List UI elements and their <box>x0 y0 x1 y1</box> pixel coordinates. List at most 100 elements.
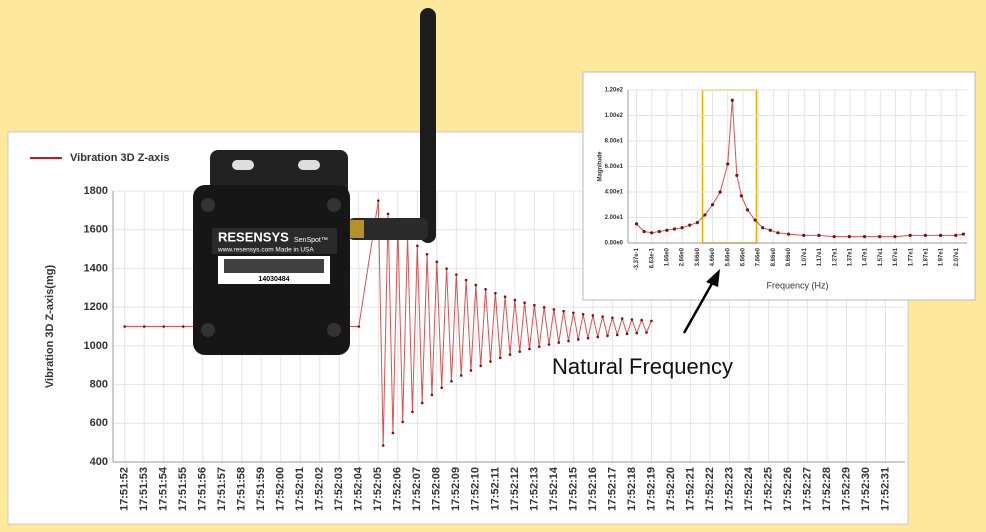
x-tick-label: 17:52:04 <box>353 466 365 511</box>
data-point <box>498 356 502 360</box>
data-point <box>450 379 453 383</box>
x-tick-label: 1.17e1 <box>817 247 823 266</box>
x-tick-label: 1.77e1 <box>908 247 914 266</box>
data-point <box>576 338 580 341</box>
x-tick-label: 17:52:28 <box>821 467 833 511</box>
data-point <box>710 203 715 207</box>
data-point <box>591 314 595 317</box>
x-tick-label: 9.66e0 <box>786 247 792 266</box>
data-point <box>513 298 517 302</box>
x-tick-label: 17:52:16 <box>587 467 599 511</box>
x-tick-label: 7.66e0 <box>756 247 762 266</box>
screw <box>327 323 341 337</box>
x-tick-label: 17:52:03 <box>333 467 345 511</box>
data-point <box>726 162 730 166</box>
data-point <box>557 341 561 344</box>
y-tick-label: 1800 <box>84 185 108 197</box>
data-point <box>377 199 380 202</box>
x-tick-label: 1.57e1 <box>878 247 884 266</box>
x-tick-label: 17:51:58 <box>236 467 248 511</box>
x-tick-label: 17:52:21 <box>684 467 696 511</box>
data-point <box>847 235 851 239</box>
x-tick-label: 17:51:53 <box>138 467 150 511</box>
data-point <box>489 360 492 363</box>
data-point <box>672 227 677 231</box>
x-tick-label: 17:52:08 <box>431 467 443 511</box>
data-point <box>688 223 692 227</box>
x-tick-label: 17:52:17 <box>606 467 618 511</box>
data-point <box>635 331 639 335</box>
x-tick-label: 1.67e1 <box>893 247 899 266</box>
y-tick-label: 1600 <box>84 224 108 236</box>
data-point <box>430 393 434 397</box>
y-tick-label: 4.00e1 <box>605 190 624 196</box>
data-point <box>464 278 468 282</box>
x-tick-label: 17:52:11 <box>489 467 501 510</box>
antenna-base <box>348 218 428 240</box>
data-point <box>391 431 395 435</box>
x-tick-label: 17:52:31 <box>879 467 891 511</box>
data-point <box>601 315 604 318</box>
x-tick-label: 17:52:15 <box>567 467 579 511</box>
data-point <box>572 311 575 315</box>
data-point <box>162 325 166 328</box>
x-tick-label: 17:51:54 <box>158 466 170 511</box>
x-tick-label: 5.66e0 <box>725 247 731 266</box>
y-tick-label: 400 <box>90 456 108 468</box>
x-tick-label: 2.07e1 <box>954 247 960 266</box>
x-tick-label: 1.97e1 <box>939 247 945 266</box>
data-point <box>547 343 551 346</box>
x-tick-label: 1.37e1 <box>848 247 854 266</box>
data-point <box>832 235 836 239</box>
y-tick-label: 1000 <box>84 340 108 352</box>
data-point <box>581 313 585 316</box>
data-point <box>938 233 943 237</box>
data-point <box>123 325 127 328</box>
x-tick-label: 17:51:56 <box>197 467 209 511</box>
data-point <box>528 347 531 351</box>
data-point <box>730 98 734 102</box>
data-point <box>657 229 661 234</box>
data-point <box>401 420 404 424</box>
data-point <box>586 336 590 340</box>
mount-hole <box>298 160 320 170</box>
data-point <box>440 386 443 389</box>
x-tick-label: -3.37e-1 <box>634 247 640 270</box>
y-tick-label: 0.00e0 <box>605 241 624 247</box>
x-tick-label: 17:52:07 <box>411 467 423 511</box>
barcode <box>224 259 324 273</box>
x-tick-label: 2.66e0 <box>680 247 686 266</box>
annotation-text: Natural Frequency <box>552 354 733 379</box>
data-point <box>640 318 643 322</box>
x-tick-label: 1.07e1 <box>802 247 808 266</box>
x-tick-label: 17:52:30 <box>860 467 872 511</box>
data-point <box>455 273 458 276</box>
data-point <box>645 331 648 334</box>
annotation: Natural Frequency <box>552 269 733 379</box>
x-tick-label: 17:52:26 <box>782 467 794 511</box>
data-point <box>459 374 463 377</box>
data-point <box>416 244 419 248</box>
x-tick-label: 8.66e0 <box>771 247 777 266</box>
x-tick-label: 6.63e-1 <box>649 247 655 268</box>
mount-hole <box>232 160 254 170</box>
y-tick-label: 1200 <box>84 301 108 313</box>
x-tick-label: 17:52:13 <box>528 467 540 511</box>
data-point <box>893 235 897 239</box>
data-point <box>533 303 536 307</box>
data-point <box>786 232 791 236</box>
data-point <box>494 291 497 295</box>
x-tick-label: 17:52:14 <box>548 466 560 511</box>
x-tick-label: 1.87e1 <box>924 247 930 266</box>
y-tick-label: 1.00e2 <box>605 113 624 119</box>
x-tick-label: 17:52:22 <box>704 467 716 511</box>
data-point <box>802 233 806 237</box>
x-tick-label: 17:52:24 <box>743 466 755 511</box>
data-point <box>479 364 483 368</box>
data-point <box>381 444 385 447</box>
data-point <box>954 233 958 237</box>
y-axis-title: Magnitude <box>598 151 604 182</box>
data-point <box>753 218 757 222</box>
